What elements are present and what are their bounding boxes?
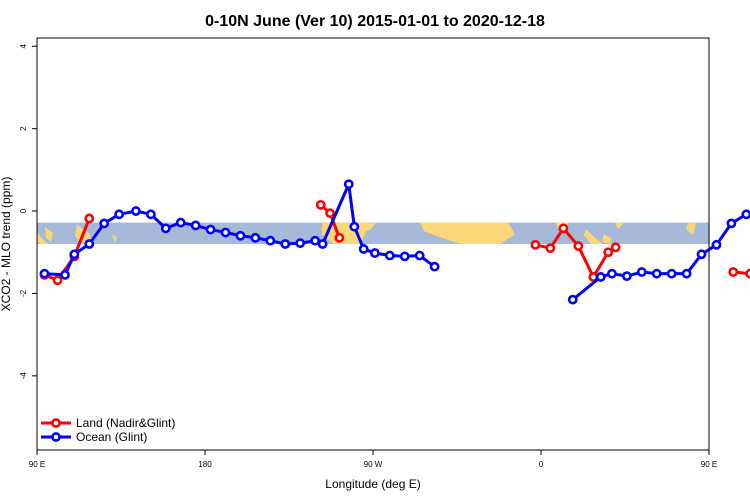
ocean-point [369, 248, 380, 258]
ocean-point [399, 251, 410, 262]
chart-title: 0-10N June (Ver 10) 2015-01-01 to 2020-1… [205, 13, 545, 30]
y-tick-label: 0 [19, 208, 28, 213]
ocean-point [343, 179, 354, 190]
ocean-series-line [44, 182, 436, 277]
land-patch [584, 229, 603, 244]
ocean-point [60, 269, 70, 280]
ocean-point [220, 227, 231, 238]
ocean-point [636, 267, 647, 277]
land-point [603, 247, 614, 258]
land-point [573, 241, 584, 251]
ocean-point [595, 272, 606, 282]
ocean-point [114, 209, 125, 220]
land-point [728, 267, 739, 277]
land-point [315, 199, 326, 210]
ocean-point [99, 218, 110, 229]
ocean-point [651, 268, 662, 279]
ocean-point [349, 221, 360, 232]
ocean-point [205, 224, 216, 235]
y-tick-label: 4 [19, 43, 28, 48]
land-point [84, 213, 95, 224]
land-point [745, 268, 750, 279]
y-tick-label: -2 [19, 289, 28, 297]
land-point [558, 223, 569, 234]
ocean-point [265, 235, 276, 246]
ocean-point [131, 206, 141, 216]
x-tick-label: 90 E [29, 460, 45, 469]
series-layer [39, 179, 750, 305]
ocean-point [190, 220, 201, 231]
ocean-point [726, 218, 737, 229]
ocean-point [384, 250, 395, 261]
y-axis: 4 2 0 -2 -4 [19, 43, 37, 379]
ocean-point [681, 268, 692, 279]
land-point [334, 232, 345, 243]
x-axis: 90 E 180 90 W 0 90 E [29, 450, 717, 469]
land-patch [602, 234, 612, 244]
land-point [52, 275, 63, 286]
ocean-point [235, 230, 246, 241]
ocean-point [280, 239, 291, 249]
x-tick-label: 180 [198, 460, 212, 469]
land-legend-label: Land (Nadir&Glint) [76, 416, 175, 430]
ocean-point [621, 271, 632, 282]
land-patch [37, 222, 49, 244]
x-axis-label: Longitude (deg E) [325, 477, 420, 491]
x-tick-label: 90 E [701, 460, 717, 469]
land-patch [420, 222, 515, 244]
land-patch [615, 222, 624, 230]
ocean-point [429, 261, 440, 272]
ocean-point [567, 294, 578, 305]
ocean-point [607, 268, 617, 279]
land-patch [45, 226, 53, 242]
land-point [530, 239, 541, 250]
ocean-point [175, 217, 186, 228]
land-legend-marker [51, 418, 61, 428]
ocean-legend-marker [51, 432, 61, 442]
x-tick-label: 0 [539, 460, 544, 469]
ocean-point [414, 250, 425, 261]
ocean-point [295, 238, 306, 249]
ocean-point [84, 239, 95, 249]
ocean-point [145, 209, 156, 220]
ocean-point [741, 209, 750, 220]
x-tick-label: 90 W [364, 460, 383, 469]
land-series-line [733, 270, 750, 276]
ocean-legend-label: Ocean (Glint) [76, 430, 147, 444]
ocean-point [310, 235, 321, 246]
land-point [610, 242, 621, 253]
ocean-point [69, 249, 80, 260]
ocean-point [39, 268, 50, 279]
surface-band [37, 222, 709, 244]
ocean-point [711, 239, 722, 250]
land-point [325, 208, 335, 218]
land-patch [686, 222, 696, 236]
ocean-point [160, 223, 171, 234]
legend: Land (Nadir&Glint)Ocean (Glint) [41, 416, 175, 444]
y-tick-label: -4 [19, 372, 28, 380]
ocean-point [696, 249, 707, 260]
ocean-point [358, 244, 369, 254]
y-tick-label: 2 [19, 126, 28, 131]
land-series-line [43, 217, 91, 282]
y-axis-label: XCO2 - MLO trend (ppm) [0, 177, 13, 312]
land-patch [112, 234, 117, 243]
ocean-point [317, 239, 328, 249]
land-point [545, 243, 556, 254]
ocean-point [250, 232, 261, 243]
ocean-point [666, 268, 677, 279]
